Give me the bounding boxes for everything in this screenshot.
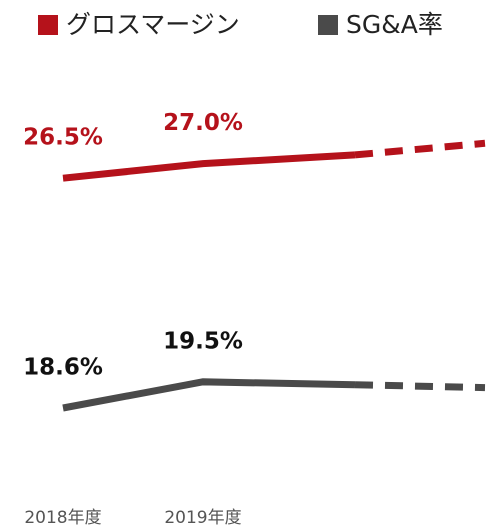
data-label: 26.5% [23, 125, 103, 151]
line-forecast [354, 139, 486, 159]
legend-swatch [38, 15, 58, 35]
legend-label: SG&A率 [346, 10, 443, 39]
line-forecast [354, 381, 486, 392]
data-label: 19.5% [163, 328, 243, 354]
legend-label: グロスマージン [66, 10, 240, 39]
line [62, 151, 356, 182]
legend-swatch [318, 15, 338, 35]
data-label: 27.0% [163, 110, 243, 136]
line [62, 378, 356, 412]
x-tick-label: 2019年度 [164, 508, 241, 528]
x-tick-label: 2018年度 [24, 508, 101, 528]
data-label: 18.6% [23, 355, 103, 381]
